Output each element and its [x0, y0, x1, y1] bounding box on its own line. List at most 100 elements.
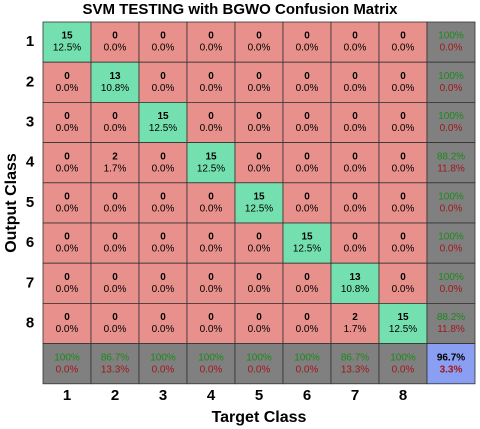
matrix-cell	[378, 182, 428, 224]
y-tick-label: 2	[26, 73, 34, 90]
cell-count: 0	[64, 272, 70, 283]
matrix-cell	[282, 343, 332, 385]
x-tick-label: 6	[303, 387, 311, 404]
matrix-cell	[90, 343, 140, 385]
summary-good: 100%	[438, 272, 464, 283]
cell-count: 0	[304, 312, 310, 323]
matrix-cell	[426, 302, 476, 344]
matrix-cell	[426, 61, 476, 103]
cell-percent: 0.0%	[344, 43, 367, 54]
cell-count: 0	[112, 111, 118, 122]
cell-count: 15	[205, 151, 217, 162]
cell-count: 0	[112, 192, 118, 203]
summary-good: 86.7%	[101, 352, 129, 363]
cell-percent: 0.0%	[296, 83, 319, 94]
cell-percent: 0.0%	[344, 204, 367, 215]
cell-count: 0	[352, 232, 358, 243]
cell-percent: 0.0%	[392, 43, 415, 54]
cell-count: 0	[400, 151, 406, 162]
cell-count: 0	[208, 192, 214, 203]
cell-count: 15	[301, 232, 313, 243]
matrix-cell	[42, 142, 92, 184]
summary-bad: 0.0%	[440, 204, 463, 215]
cell-percent: 0.0%	[248, 123, 271, 134]
cell-percent: 0.0%	[200, 123, 223, 134]
summary-bad: 0.0%	[440, 284, 463, 295]
matrix-cell	[42, 21, 92, 63]
y-tick-label: 8	[26, 314, 34, 331]
cell-percent: 12.5%	[245, 204, 273, 215]
cell-percent: 1.7%	[344, 324, 367, 335]
y-tick-label: 6	[26, 234, 34, 251]
cell-percent: 0.0%	[104, 43, 127, 54]
cell-percent: 0.0%	[152, 324, 175, 335]
matrix-cell	[330, 182, 380, 224]
cell-count: 0	[304, 31, 310, 42]
summary-bad: 0.0%	[152, 364, 175, 375]
cell-count: 0	[64, 151, 70, 162]
cell-percent: 0.0%	[392, 83, 415, 94]
matrix-cell	[90, 61, 140, 103]
y-tick-label: 1	[26, 33, 34, 50]
matrix-cell	[378, 262, 428, 304]
matrix-cell	[378, 222, 428, 264]
cell-percent: 0.0%	[56, 324, 79, 335]
matrix-cell	[282, 21, 332, 63]
matrix-cell	[42, 262, 92, 304]
summary-bad: 0.0%	[56, 364, 79, 375]
cell-count: 0	[160, 272, 166, 283]
cell-percent: 12.5%	[389, 324, 417, 335]
y-tick-label: 5	[26, 194, 34, 211]
cell-percent: 0.0%	[248, 244, 271, 255]
cell-count: 0	[352, 111, 358, 122]
matrix-cell	[90, 21, 140, 63]
x-tick-label: 7	[351, 387, 359, 404]
matrix-cell	[138, 102, 188, 144]
cell-percent: 0.0%	[344, 163, 367, 174]
summary-bad: 0.0%	[440, 244, 463, 255]
cell-percent: 0.0%	[200, 244, 223, 255]
cell-count: 0	[304, 151, 310, 162]
cell-percent: 0.0%	[296, 204, 319, 215]
matrix-cell	[234, 102, 284, 144]
y-tick-label: 7	[26, 274, 34, 291]
cell-percent: 0.0%	[104, 324, 127, 335]
cell-percent: 0.0%	[56, 83, 79, 94]
y-axis-label: Output Class	[3, 153, 20, 253]
cell-count: 0	[208, 312, 214, 323]
cell-percent: 0.0%	[248, 324, 271, 335]
cell-percent: 12.5%	[293, 244, 321, 255]
matrix-cell	[186, 182, 236, 224]
cell-percent: 12.5%	[149, 123, 177, 134]
cell-count: 0	[400, 71, 406, 82]
cell-percent: 0.0%	[200, 284, 223, 295]
cell-percent: 0.0%	[56, 163, 79, 174]
summary-bad: 0.0%	[248, 364, 271, 375]
cell-count: 0	[304, 192, 310, 203]
matrix-cell	[426, 102, 476, 144]
matrix-cell	[234, 142, 284, 184]
cell-count: 0	[160, 232, 166, 243]
cell-percent: 0.0%	[152, 83, 175, 94]
matrix-cell	[234, 302, 284, 344]
matrix-cell	[378, 61, 428, 103]
matrix-cell	[234, 182, 284, 224]
cell-percent: 0.0%	[296, 324, 319, 335]
cell-count: 15	[397, 312, 409, 323]
summary-bad: 0.0%	[296, 364, 319, 375]
cell-count: 0	[112, 232, 118, 243]
matrix-cell	[330, 142, 380, 184]
summary-bad: 11.8%	[437, 163, 465, 174]
cell-percent: 0.0%	[296, 43, 319, 54]
cell-count: 0	[352, 151, 358, 162]
x-tick-label: 5	[255, 387, 263, 404]
matrix-cell	[234, 262, 284, 304]
cell-percent: 0.0%	[248, 83, 271, 94]
cell-percent: 0.0%	[200, 43, 223, 54]
matrix-cell	[330, 222, 380, 264]
cell-percent: 0.0%	[56, 123, 79, 134]
cell-percent: 1.7%	[104, 163, 127, 174]
matrix-cell	[186, 142, 236, 184]
matrix-cell	[138, 343, 188, 385]
